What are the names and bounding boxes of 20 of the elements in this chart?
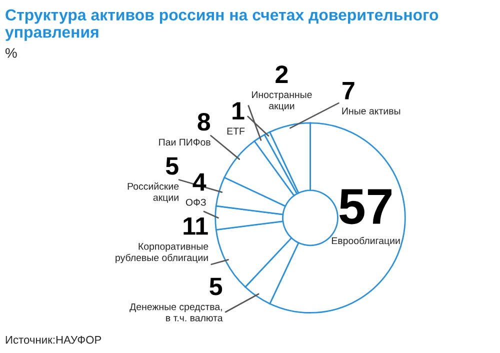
data-label: 2 bbox=[276, 65, 288, 83]
slice-label: Еврооблигации bbox=[332, 236, 400, 246]
slice-label: Корпоративные рублевые облигации bbox=[116, 243, 208, 264]
data-label: 57 bbox=[340, 189, 392, 224]
chart-title: Структура активов россиян на счетах доверительного управления bbox=[5, 9, 438, 41]
slice-label: Иностранные акции bbox=[252, 91, 312, 112]
data-label: 8 bbox=[198, 112, 210, 131]
slice-label: Иные активы bbox=[342, 108, 400, 114]
data-label: 7 bbox=[342, 82, 354, 100]
text: Источник:НАУФОР bbox=[6, 336, 102, 344]
data-label: 5 bbox=[166, 157, 178, 175]
slice-label: Паи ПИФов bbox=[159, 138, 210, 146]
data-label: 1 bbox=[232, 102, 244, 120]
slice-label: Российские акции bbox=[128, 182, 179, 203]
data-label: 5 bbox=[210, 278, 222, 296]
chart-subtitle: % bbox=[5, 48, 17, 58]
slice-label: ETF bbox=[227, 128, 245, 134]
data-label: 11 bbox=[184, 217, 208, 235]
slice-label: ОФЗ bbox=[186, 198, 206, 206]
slice-label: Денежные средства, в т.ч. валюта bbox=[130, 303, 223, 322]
